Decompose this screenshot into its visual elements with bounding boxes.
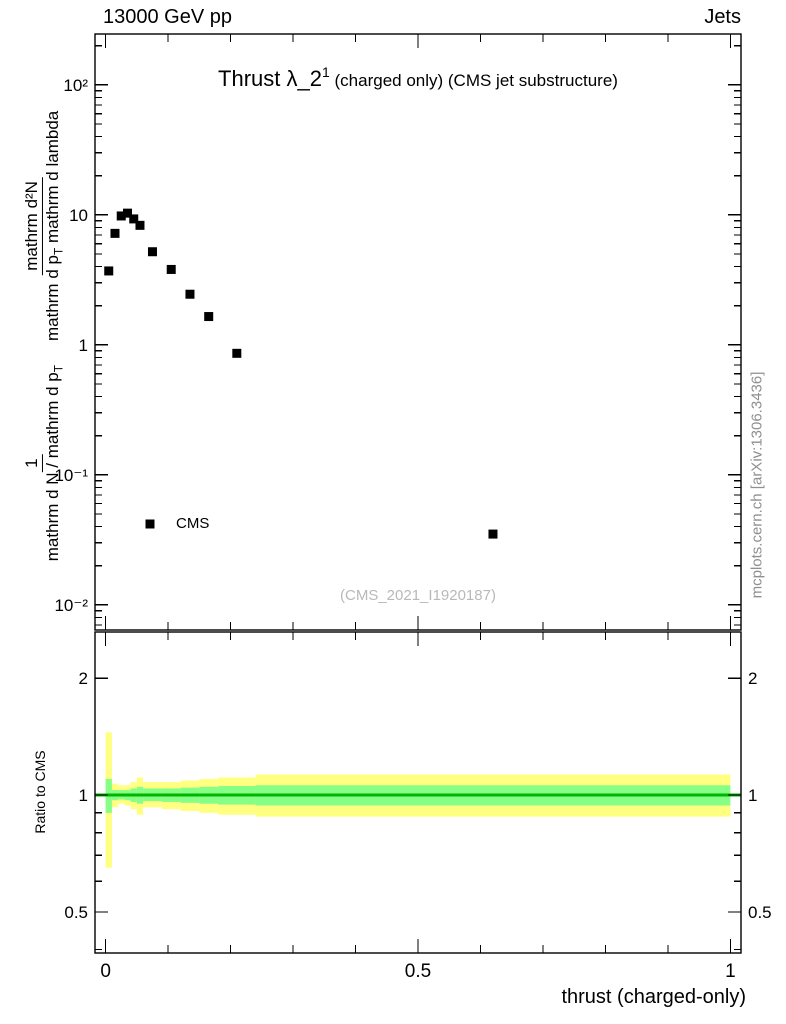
data-point [122,208,132,218]
data-point [116,211,126,221]
title-superscript: 1 [321,64,330,80]
main-frame [94,33,742,631]
y-tick-label: 1 [79,336,88,355]
ratio-y-tick-label: 0.5 [64,903,88,922]
data-point [147,247,157,257]
data-point [129,214,139,224]
y-label-prefix-numerator: 1 [21,454,44,472]
plot-title: Thrust λ_21 (charged only) (CMS jet subs… [95,64,741,92]
y-label-prefix-denominator: mathrm d N / mathrm d pT [43,365,66,562]
y-label-numerator: mathrm d²N [21,177,44,275]
beam-energy-label: 13000 GeV pp [103,6,232,28]
y-tick-label: 10 [69,206,88,225]
ratio-y-tick-label: 2 [79,669,88,688]
ratio-y-tick-label-right: 2 [748,669,757,688]
side-note: mcplots.cern.ch [arXiv:1306.3436] [748,371,766,599]
title-qualifier: (charged only) (CMS jet substructure) [329,71,618,90]
data-point [488,529,498,539]
legend-label: CMS [176,515,210,532]
ratio-y-tick-label-right: 1 [748,786,757,805]
data-point [204,312,214,322]
legend-marker [145,519,155,529]
x-axis-label: thrust (charged-only) [561,986,746,1008]
y-label-prefix-fraction: 1 mathrm d N / mathrm d pT [21,361,66,565]
y-tick-label: 10⁻² [54,596,88,615]
x-tick-label: 0 [100,961,111,982]
title-observable: Thrust λ_2 [218,66,322,91]
data-point [110,228,120,238]
y-tick-label: 10² [63,76,88,95]
x-tick-label: 1 [725,961,736,982]
x-tick-label: 0.5 [405,961,431,982]
data-point [104,266,114,276]
y-axis-label: 1 mathrm d N / mathrm d pT mathrm d²N ma… [21,107,66,565]
analysis-group-label: Jets [704,6,741,28]
y-tick-label: 10⁻¹ [54,466,88,485]
ratio-y-tick-label-right: 0.5 [748,903,772,922]
data-point [135,220,145,230]
ratio-y-axis-label: Ratio to CMS [32,750,48,834]
data-point [185,289,195,299]
watermark: (CMS_2021_I1920187) [340,587,496,604]
y-label-main-fraction: mathrm d²N mathrm d pT mathrm d lambda [21,107,66,345]
ratio-y-tick-label: 1 [79,786,88,805]
y-label-denominator: mathrm d pT mathrm d lambda [43,110,66,342]
data-point [232,348,242,358]
data-point [166,264,176,274]
